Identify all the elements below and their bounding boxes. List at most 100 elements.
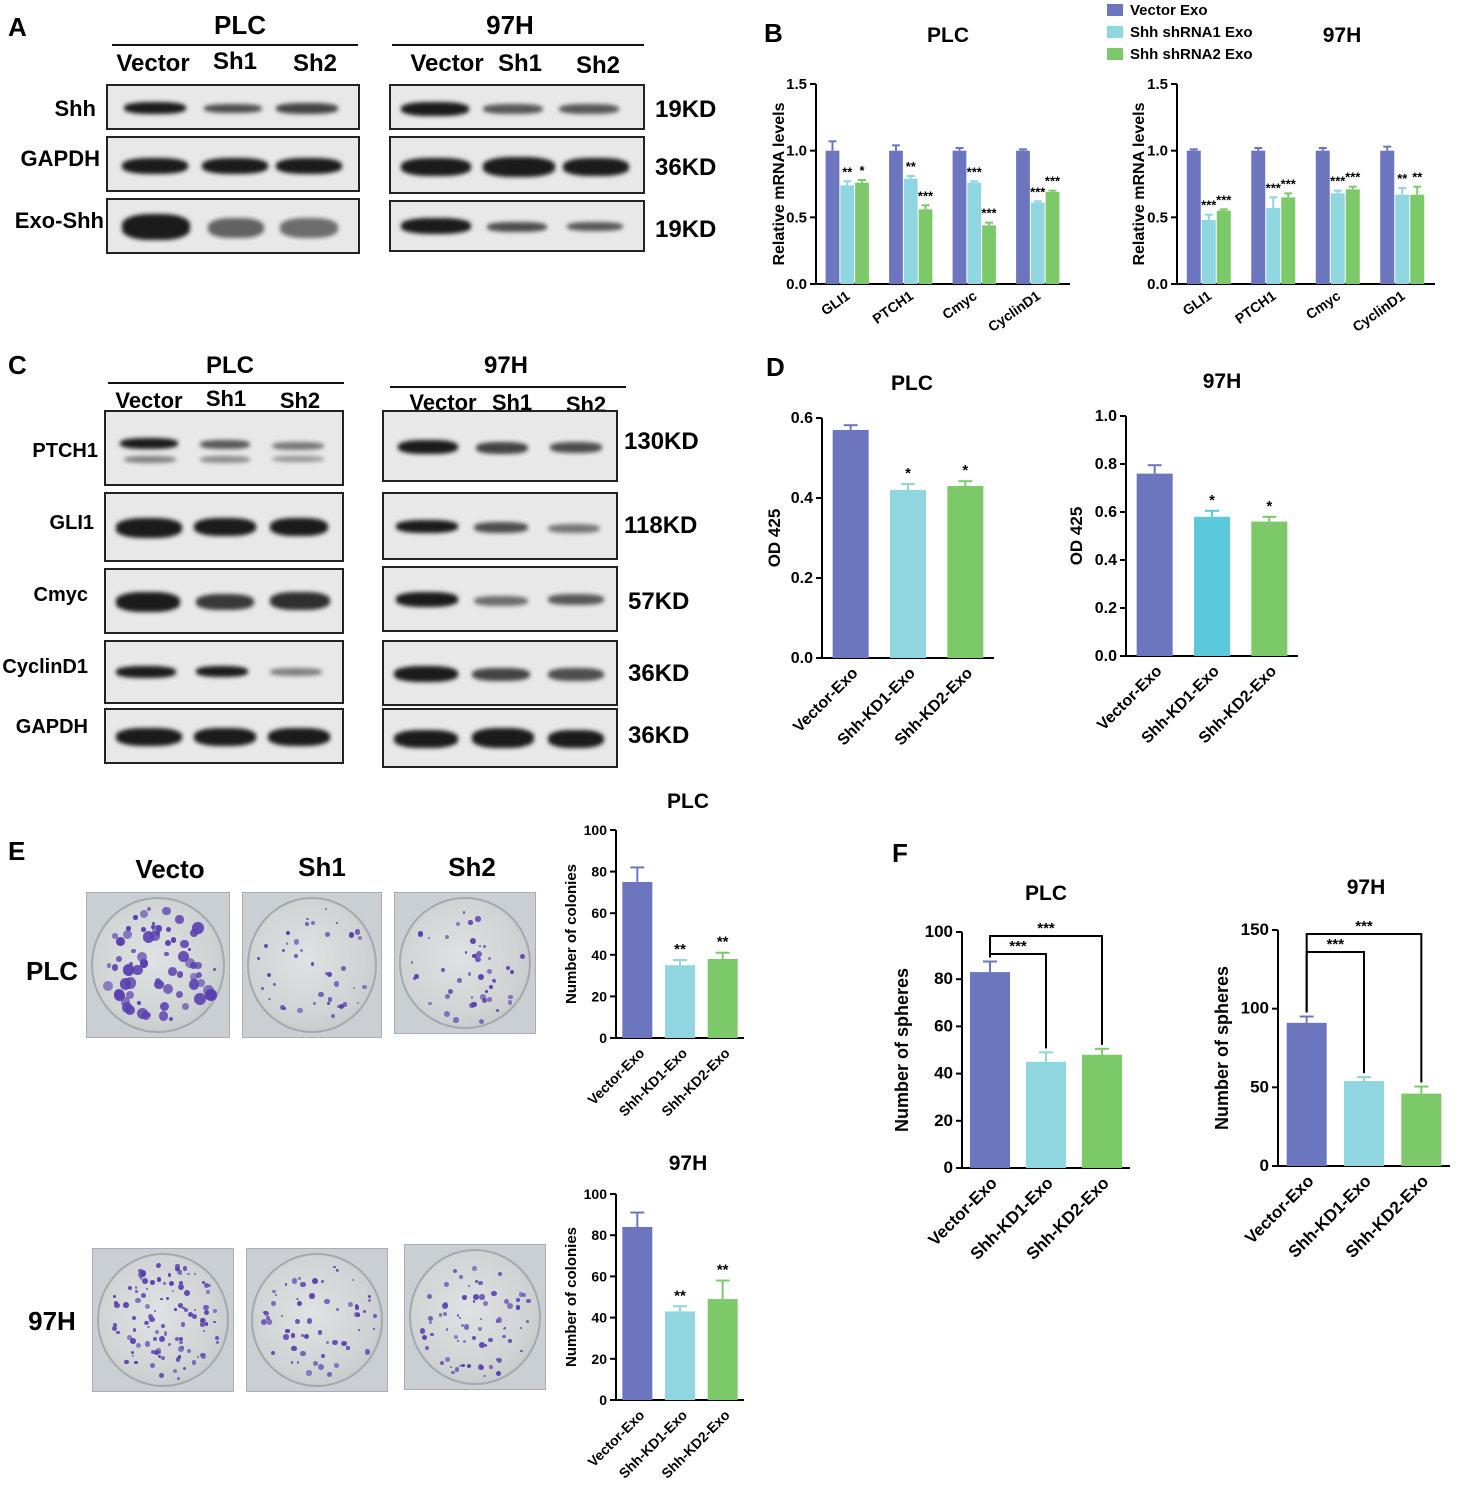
blot-a-plc-exo-shh: [106, 198, 360, 254]
blot-c-plc-gapdh: [104, 708, 344, 764]
colony-dot: [343, 1341, 347, 1345]
e-97h-y-tick-label: 80: [591, 1227, 607, 1243]
colony-dot: [165, 940, 172, 946]
colony-dot: [123, 1302, 129, 1308]
colony-dot: [112, 1322, 118, 1328]
b-plc-y-label: Relative mRNA levels: [771, 102, 788, 265]
colony-dot: [481, 998, 487, 1004]
colony-dot: [453, 1016, 459, 1023]
blot-c-kd-label: 118KD: [624, 512, 698, 539]
colony-dot: [440, 1361, 445, 1366]
b-plc-title: PLC: [927, 24, 969, 47]
colony-dot: [115, 956, 123, 963]
colony-dot: [163, 1281, 167, 1285]
colony-dot: [508, 1000, 513, 1005]
colony-dot: [466, 1363, 471, 1368]
colony-dot: [472, 1335, 477, 1340]
e-plc-y-label: Number of colonies: [563, 864, 580, 1004]
colony-dot: [488, 1337, 493, 1343]
colony-dot: [197, 1355, 200, 1358]
colony-dot: [458, 1316, 461, 1319]
blot-a-header-line-97h: [392, 44, 644, 46]
b-97h-sig-label: ***: [1281, 176, 1297, 191]
b-97h-bar: [1315, 150, 1330, 284]
colony-dot: [135, 1342, 141, 1348]
colony-dot: [497, 1358, 503, 1364]
b-97h-bar: [1216, 210, 1231, 284]
b-plc-sig-label: ***: [918, 188, 934, 203]
d-97h-y-tick-label: 1.0: [1095, 408, 1117, 425]
colony-dot: [367, 1295, 371, 1299]
f-97h-bar: [1344, 1081, 1384, 1166]
colony-dot: [165, 926, 171, 933]
colony-dot: [212, 968, 216, 972]
colony-plate: [92, 1248, 234, 1392]
colony-dot: [136, 951, 148, 963]
b-97h-bar: [1345, 189, 1360, 284]
colony-dot: [475, 916, 481, 922]
colony-dot: [361, 984, 367, 990]
d-plc-bar: [832, 430, 869, 658]
b-97h-bar: [1186, 150, 1201, 284]
colony-dot: [186, 1349, 192, 1354]
colony-dot: [372, 1327, 375, 1330]
colony-dot: [112, 1294, 116, 1299]
colony-dot: [320, 1353, 325, 1359]
d-97h-sig-label: *: [1266, 498, 1272, 515]
colony-dot: [291, 1278, 298, 1284]
colony-dot: [160, 1001, 170, 1011]
colony-dot: [124, 1004, 136, 1016]
colony-dot: [133, 915, 138, 920]
legend-label: Shh shRNA2 Exo: [1130, 46, 1253, 63]
d-97h-title: 97H: [1203, 370, 1242, 393]
colony-dot: [177, 1269, 182, 1274]
b-plc-bar: [982, 225, 996, 284]
colony-dot: [151, 921, 155, 926]
d-97h-y-tick-label: 0.2: [1095, 600, 1117, 617]
colony-dot: [484, 1344, 488, 1348]
f-plc-bar: [1082, 1054, 1122, 1168]
f-97h-bar: [1286, 1022, 1327, 1166]
blot-a-lane-label: Sh1: [497, 50, 542, 77]
colony-dot: [142, 1278, 148, 1285]
colony-dot: [270, 1350, 275, 1355]
colony-dot: [207, 1283, 211, 1288]
colony-dot: [309, 1293, 316, 1299]
colony-dot: [140, 909, 149, 918]
d-plc-y-tick-label: 0.6: [791, 410, 813, 427]
blot-c-lane-label: Sh2: [279, 388, 321, 413]
e-97h-bar: [622, 1226, 653, 1400]
e-97h-bar: [665, 1311, 695, 1400]
f-97h-y-tick-label: 100: [1241, 999, 1269, 1018]
blot-a-97h-shh: [389, 84, 645, 130]
colony-dot: [335, 1307, 339, 1311]
colony-dot: [204, 1321, 209, 1326]
colony-dot: [335, 922, 339, 925]
colony-dot: [441, 1303, 448, 1309]
colony-dot: [455, 921, 461, 927]
colony-dot: [203, 1330, 206, 1333]
f-plc-y-tick-label: 40: [934, 1064, 953, 1083]
b-97h-sig-label: ***: [1266, 180, 1282, 195]
colony-dot: [274, 1294, 278, 1297]
colony-dot: [325, 1341, 329, 1345]
colony-dot: [184, 1307, 189, 1313]
e-97h-y-tick-label: 0: [599, 1392, 607, 1408]
colony-dot: [304, 921, 310, 927]
colony-dot: [175, 915, 184, 924]
colony-dot: [480, 994, 486, 1000]
d-97h-y-tick-label: 0.0: [1095, 648, 1117, 665]
b-plc-sig-label: ***: [1045, 174, 1061, 189]
colony-dot: [264, 1310, 270, 1316]
colony-dot: [153, 1349, 159, 1356]
colony-dot: [306, 1318, 313, 1324]
e-plc-y-tick-label: 100: [584, 822, 608, 838]
colony-dot: [320, 1280, 324, 1284]
d-97h-bar: [1251, 521, 1288, 656]
colony-dot: [102, 980, 113, 991]
colony-plate: [86, 892, 230, 1038]
colony-dot: [196, 972, 203, 979]
blot-c-plc-cyclind1: [104, 640, 344, 704]
colony-dot: [333, 1265, 337, 1269]
b-97h-x-tick-label: PTCH1: [1232, 287, 1279, 327]
